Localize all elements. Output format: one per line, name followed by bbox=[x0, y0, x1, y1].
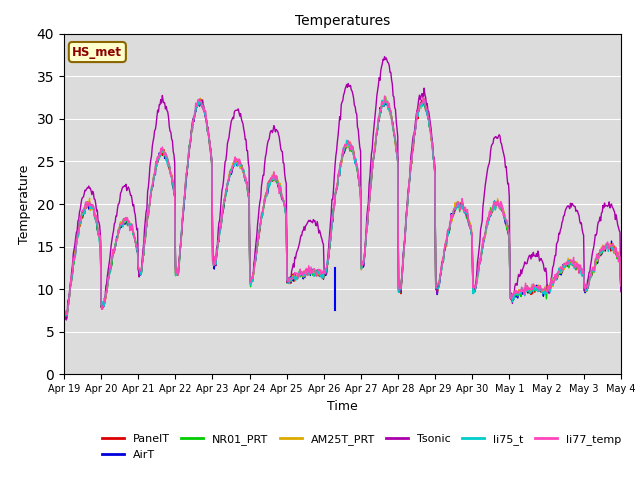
Line: AM25T_PRT: AM25T_PRT bbox=[64, 96, 621, 319]
Line: AirT: AirT bbox=[64, 100, 621, 318]
li77_temp bbox=[428, 139, 436, 145]
Tsonic bbox=[60, 312, 68, 318]
li75_t bbox=[71, 252, 79, 257]
AirT bbox=[428, 139, 436, 144]
AirT bbox=[617, 287, 625, 292]
X-axis label: Time: Time bbox=[327, 400, 358, 413]
NR01_PRT bbox=[61, 313, 68, 319]
AM25T_PRT bbox=[412, 121, 419, 127]
NR01_PRT bbox=[214, 240, 222, 246]
Tsonic bbox=[128, 198, 136, 204]
PanelT bbox=[185, 150, 193, 156]
li77_temp bbox=[71, 253, 79, 259]
AirT bbox=[412, 126, 419, 132]
li77_temp bbox=[61, 313, 68, 319]
AM25T_PRT bbox=[128, 223, 136, 228]
Line: li77_temp: li77_temp bbox=[64, 96, 621, 316]
li75_t bbox=[617, 283, 625, 288]
li75_t bbox=[428, 138, 436, 144]
li77_temp bbox=[185, 153, 193, 158]
AirT bbox=[71, 252, 79, 258]
Tsonic bbox=[71, 242, 79, 248]
li75_t bbox=[412, 125, 419, 131]
li77_temp bbox=[617, 283, 625, 289]
AM25T_PRT bbox=[214, 241, 222, 247]
AirT bbox=[185, 151, 193, 157]
Tsonic bbox=[412, 118, 419, 123]
Line: PanelT: PanelT bbox=[64, 98, 621, 318]
PanelT bbox=[128, 226, 136, 232]
li75_t bbox=[60, 309, 68, 314]
PanelT bbox=[428, 139, 436, 144]
PanelT bbox=[61, 315, 69, 321]
Y-axis label: Temperature: Temperature bbox=[18, 164, 31, 244]
Text: HS_met: HS_met bbox=[72, 46, 122, 59]
AirT bbox=[60, 314, 68, 320]
AM25T_PRT bbox=[71, 249, 79, 254]
AirT bbox=[61, 315, 68, 321]
li77_temp bbox=[381, 93, 388, 99]
NR01_PRT bbox=[185, 148, 193, 154]
AirT bbox=[197, 97, 205, 103]
NR01_PRT bbox=[617, 285, 625, 291]
PanelT bbox=[617, 286, 625, 292]
AM25T_PRT bbox=[381, 94, 389, 99]
PanelT bbox=[215, 236, 223, 242]
Tsonic bbox=[428, 135, 436, 141]
AirT bbox=[215, 239, 223, 245]
Title: Temperatures: Temperatures bbox=[295, 14, 390, 28]
NR01_PRT bbox=[60, 308, 68, 314]
PanelT bbox=[71, 250, 79, 256]
li75_t bbox=[63, 312, 71, 318]
Tsonic bbox=[617, 289, 625, 295]
Tsonic bbox=[185, 154, 193, 160]
li77_temp bbox=[412, 127, 419, 133]
NR01_PRT bbox=[381, 97, 389, 103]
AM25T_PRT bbox=[428, 139, 436, 145]
Tsonic bbox=[214, 229, 222, 235]
PanelT bbox=[60, 313, 68, 319]
li77_temp bbox=[214, 240, 222, 245]
li77_temp bbox=[60, 311, 68, 316]
NR01_PRT bbox=[428, 138, 436, 144]
Legend: PanelT, AirT, NR01_PRT, AM25T_PRT, Tsonic, li75_t, li77_temp: PanelT, AirT, NR01_PRT, AM25T_PRT, Tsoni… bbox=[97, 430, 625, 464]
Tsonic bbox=[381, 54, 388, 60]
AM25T_PRT bbox=[60, 305, 68, 311]
NR01_PRT bbox=[128, 225, 136, 230]
PanelT bbox=[196, 96, 204, 101]
NR01_PRT bbox=[412, 124, 419, 130]
AirT bbox=[128, 226, 136, 231]
li75_t bbox=[381, 94, 389, 99]
Line: Tsonic: Tsonic bbox=[64, 57, 621, 320]
li75_t bbox=[128, 224, 136, 229]
AM25T_PRT bbox=[617, 282, 625, 288]
AM25T_PRT bbox=[63, 316, 71, 322]
PanelT bbox=[412, 122, 419, 128]
Line: li75_t: li75_t bbox=[64, 96, 621, 315]
li75_t bbox=[185, 149, 193, 155]
Tsonic bbox=[63, 317, 70, 323]
AM25T_PRT bbox=[185, 149, 193, 155]
Line: NR01_PRT: NR01_PRT bbox=[64, 100, 621, 316]
NR01_PRT bbox=[71, 252, 79, 258]
li75_t bbox=[214, 238, 222, 244]
li77_temp bbox=[128, 221, 136, 227]
